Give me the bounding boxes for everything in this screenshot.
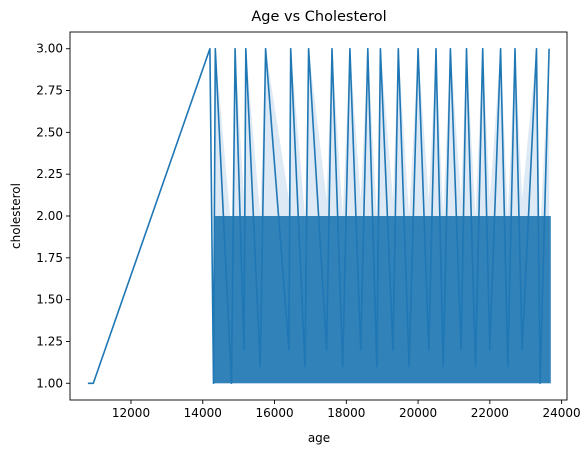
y-tick-label: 1.75 [36, 251, 63, 265]
y-tick-label: 1.25 [36, 334, 63, 348]
x-tick-label: 16000 [255, 406, 293, 420]
x-tick-label: 22000 [471, 406, 509, 420]
y-tick-label: 1.50 [36, 293, 63, 307]
y-axis-label: cholesterol [9, 183, 23, 249]
x-axis-label: age [308, 431, 330, 445]
plot-frame [69, 31, 568, 401]
series-line [87, 47, 550, 385]
y-tick-label: 2.25 [36, 167, 63, 181]
x-tick-label: 12000 [112, 406, 150, 420]
x-tick-label: 24000 [543, 406, 581, 420]
y-tick-label: 1.00 [36, 376, 63, 390]
x-axis-ticks: 12000 14000 16000 18000 20000 22000 24000 [112, 400, 581, 420]
y-axis-ticks: 1.00 1.25 1.50 1.75 2.00 2.25 2.50 2.75 3.00 [36, 42, 70, 390]
x-tick-label: 14000 [184, 406, 222, 420]
chart-title: Age vs Cholesterol [251, 9, 386, 25]
y-tick-label: 2.75 [36, 84, 63, 98]
series-dense-region [213, 216, 551, 384]
plot-area [87, 47, 551, 385]
x-tick-label: 18000 [327, 406, 365, 420]
y-tick-label: 3.00 [36, 42, 63, 56]
y-tick-label: 2.50 [36, 125, 63, 139]
y-tick-label: 2.00 [36, 209, 63, 223]
x-tick-label: 20000 [399, 406, 437, 420]
